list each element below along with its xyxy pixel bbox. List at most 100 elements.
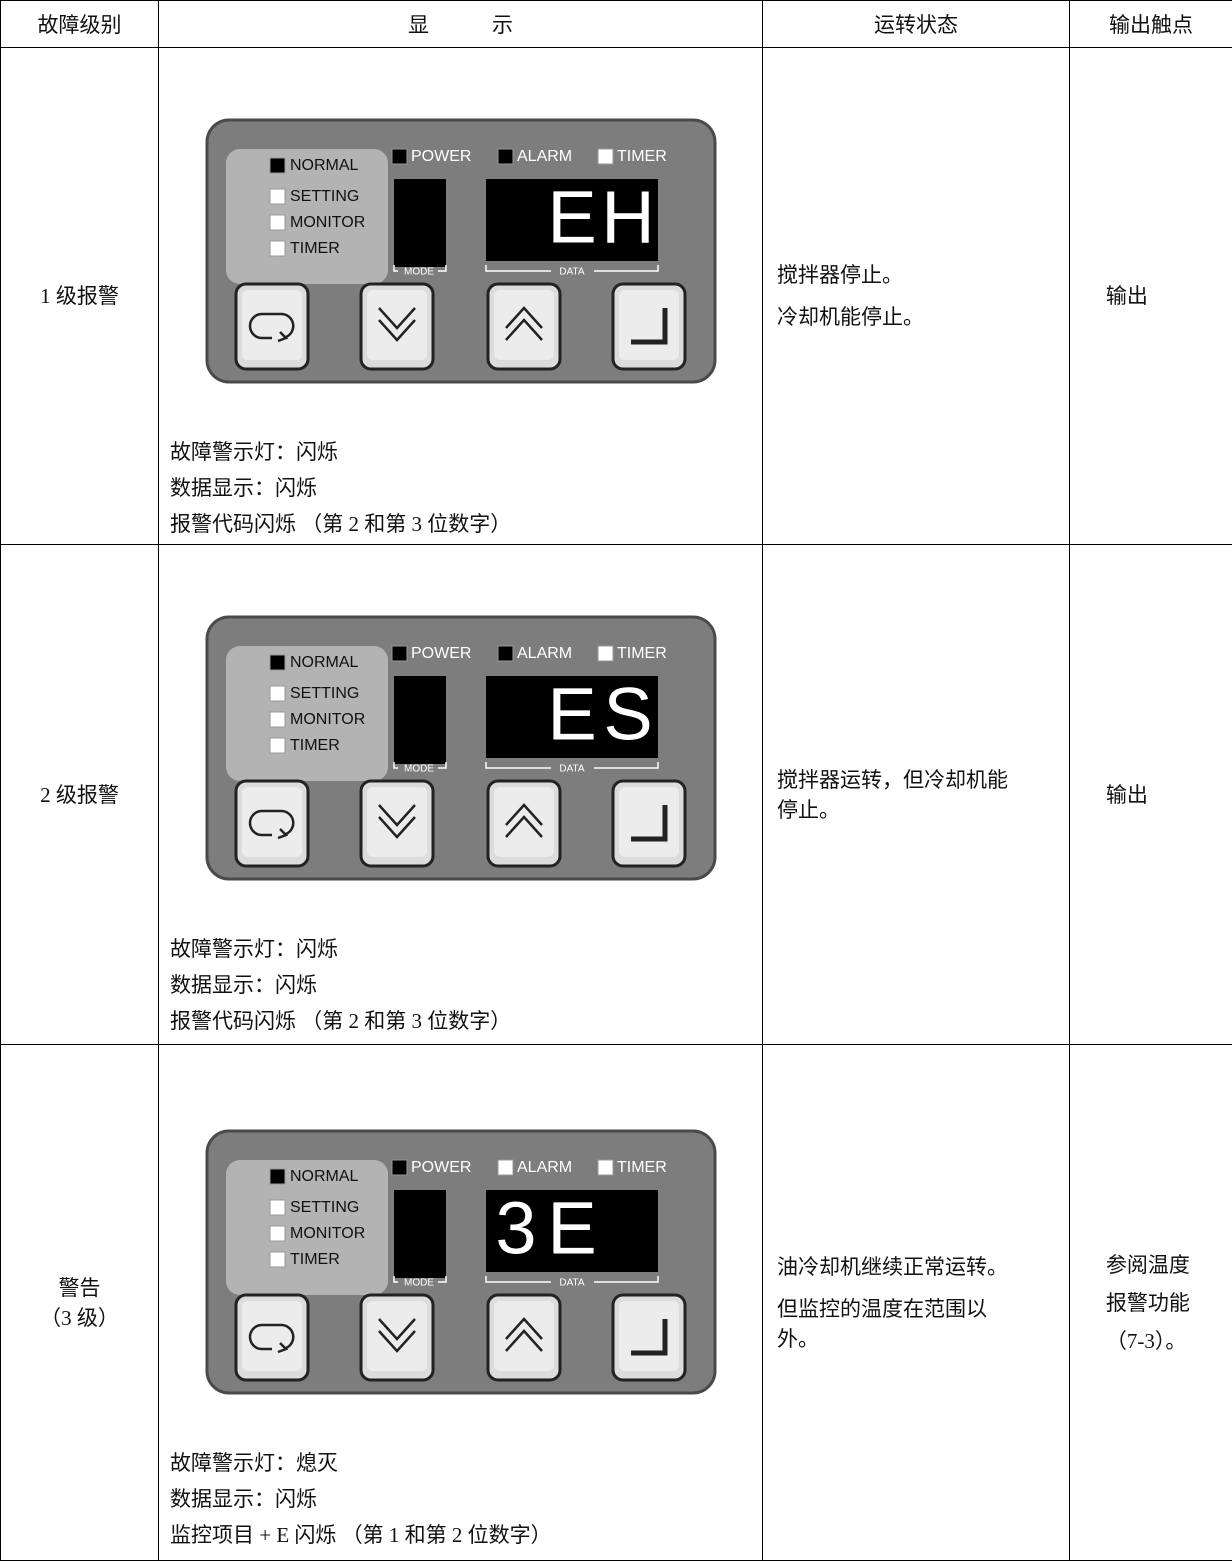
mode-bracket [393, 1276, 447, 1283]
note-line: 数据显示：闪烁 [170, 1487, 317, 1511]
note-line: 报警代码闪烁 （第 2 和第 3 位数字） [170, 512, 512, 536]
panel-button-face [494, 787, 554, 857]
mode-lamp [269, 188, 286, 205]
status-lamp-label: TIMER [617, 1159, 667, 1176]
panel-button-face [619, 290, 679, 360]
control-panel: NORMAL SETTING MONITOR TIMER POWER ALARM TIMER… [205, 1129, 717, 1395]
table-row: 1 级报警 NORMAL SETTING MONITOR TIMER POWER ALARM… [0, 47, 1232, 545]
panel-button-face [367, 787, 427, 857]
output-cell: 输出 [1069, 544, 1232, 1045]
panel-button-face [367, 1301, 427, 1371]
note-line: 监控项目 + E 闪烁 （第 1 和第 2 位数字） [170, 1523, 552, 1547]
mode-lamp-label: SETTING [290, 685, 359, 702]
panel-wrap: NORMAL SETTING MONITOR TIMER POWER ALARM TIMER… [205, 615, 762, 881]
display-digit: E [547, 176, 596, 259]
mode-lamp-label: NORMAL [290, 157, 359, 174]
button-icon [505, 306, 543, 341]
status-lamp-label: TIMER [617, 148, 667, 165]
status-lamp [597, 1159, 614, 1176]
mode-lamp-label: TIMER [290, 240, 340, 257]
status-lamp-label: ALARM [517, 645, 572, 662]
level-text: 警告 [58, 1275, 101, 1300]
header-cell: 故障级别 [0, 0, 159, 48]
mode-label: MODE [404, 1278, 434, 1289]
operation-cell: 搅拌器运转，但冷却机能停止。 [762, 544, 1070, 1045]
operation-text: 搅拌器停止。 [777, 263, 903, 287]
notes: 故障警示灯：闪烁 数据显示：闪烁 报警代码闪烁 （第 2 和第 3 位数字） [159, 434, 762, 542]
table-row: 警告 （3 级） NORMAL SETTING MONITOR TIMER POWER ALA… [0, 1044, 1232, 1561]
mode-lamp [269, 1225, 286, 1242]
mode-lamp [269, 240, 286, 257]
mode-lamp-label: TIMER [290, 737, 340, 754]
output-cell: 输出 [1069, 47, 1232, 545]
status-lamp [497, 148, 514, 165]
mode-area [226, 149, 388, 284]
level-text: 2 级报警 [40, 782, 119, 807]
display-cell: NORMAL SETTING MONITOR TIMER POWER ALARM TIMER… [158, 544, 763, 1045]
mode-lamp-label: NORMAL [290, 654, 359, 671]
mode-lamp-label: MONITOR [290, 1225, 365, 1242]
mode-display [394, 179, 446, 267]
button-icon [631, 308, 668, 345]
button-icon [378, 804, 416, 839]
mode-display [394, 1190, 446, 1278]
status-lamp-label: POWER [411, 148, 471, 165]
level-text: （3 级） [40, 1305, 119, 1330]
panel-wrap: NORMAL SETTING MONITOR TIMER POWER ALARM TIMER… [205, 118, 762, 384]
table-row: 2 级报警 NORMAL SETTING MONITOR TIMER POWER ALARM… [0, 544, 1232, 1045]
level-cell: 2 级报警 [0, 544, 159, 1045]
data-display [486, 1190, 658, 1272]
panel-button-face [367, 290, 427, 360]
operation-text: 油冷却机继续正常运转。 [777, 1254, 1008, 1279]
mode-lamp-label: SETTING [290, 1199, 359, 1216]
mode-lamp [269, 654, 286, 671]
data-bracket [485, 265, 659, 272]
mode-bracket [393, 265, 447, 272]
notes: 故障警示灯：熄灭 数据显示：闪烁 监控项目 + E 闪烁 （第 1 和第 2 位数字… [159, 1445, 762, 1553]
display-digit: 3 [495, 1187, 536, 1270]
output-text: 参阅温度报警功能（7-3）。 [1105, 1252, 1190, 1353]
level-cell: 警告 （3 级） [0, 1044, 159, 1561]
header-row: 故障级别 显 示 运转状态 输出触点 [0, 0, 1232, 48]
button-icon [248, 1323, 295, 1354]
button-icon [631, 805, 668, 842]
data-label: DATA [559, 764, 585, 775]
mode-display [394, 676, 446, 764]
operation-text: 但监控的温度在范围以外。 [777, 1296, 987, 1351]
level-cell: 1 级报警 [0, 47, 159, 545]
operation-text: 冷却机能停止。 [777, 305, 924, 329]
status-lamp [391, 645, 408, 662]
panel-button-face [242, 787, 302, 857]
mode-area [226, 1160, 388, 1295]
button-icon [248, 809, 295, 840]
button-icon [631, 1319, 668, 1356]
output-text: 输出 [1105, 782, 1148, 807]
mode-lamp-label: MONITOR [290, 214, 365, 231]
panel-button-face [242, 290, 302, 360]
status-lamp-label: ALARM [517, 148, 572, 165]
status-lamp-label: TIMER [617, 645, 667, 662]
panel-button-face [494, 1301, 554, 1371]
status-lamp-label: POWER [411, 645, 471, 662]
mode-bracket [393, 762, 447, 769]
mode-label: MODE [404, 764, 434, 775]
mode-lamp-label: TIMER [290, 1251, 340, 1268]
panel-button-face [619, 1301, 679, 1371]
status-lamp-label: POWER [411, 1159, 471, 1176]
operation-cell: 搅拌器停止。 冷却机能停止。 [762, 47, 1070, 545]
mode-lamp [269, 1251, 286, 1268]
output-cell: 参阅温度报警功能（7-3）。 [1069, 1044, 1232, 1561]
status-lamp [597, 148, 614, 165]
panel-wrap: NORMAL SETTING MONITOR TIMER POWER ALARM TIMER… [205, 1129, 762, 1395]
table-body: 1 级报警 NORMAL SETTING MONITOR TIMER POWER ALARM… [0, 47, 1232, 1561]
mode-label: MODE [404, 267, 434, 278]
data-bracket [485, 762, 659, 769]
notes: 故障警示灯：闪烁 数据显示：闪烁 报警代码闪烁 （第 2 和第 3 位数字） [159, 931, 762, 1039]
mode-lamp [269, 1168, 286, 1185]
button-icon [378, 307, 416, 342]
level-text: 1 级报警 [40, 284, 119, 308]
header-cell: 运转状态 [762, 0, 1070, 48]
mode-lamp [269, 685, 286, 702]
control-panel: NORMAL SETTING MONITOR TIMER POWER ALARM TIMER… [205, 118, 717, 384]
